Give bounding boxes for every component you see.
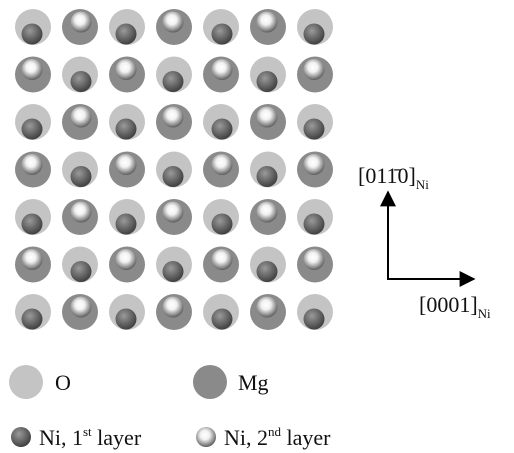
ni-atom: [71, 202, 92, 223]
axis-subscript: Ni: [416, 177, 429, 192]
ni-atom: [163, 166, 184, 187]
ni-atom: [304, 119, 325, 140]
ni-atom: [116, 24, 137, 45]
ni-atom: [304, 249, 325, 270]
legend-text: layer: [281, 425, 331, 450]
legend-sup: nd: [268, 424, 282, 439]
ni-atom: [304, 24, 325, 45]
legend-swatch: [9, 365, 43, 399]
ni-atom: [257, 107, 278, 128]
axis-label-text: [011̄0]: [358, 163, 416, 188]
ni-atom: [163, 297, 184, 318]
legend-swatch: [196, 427, 216, 447]
ni-atom: [22, 309, 43, 330]
ni-atom: [71, 166, 92, 187]
ni-atom: [212, 249, 233, 270]
ni-atom: [257, 71, 278, 92]
lattice: [15, 9, 333, 330]
ni-atom: [71, 71, 92, 92]
axis-subscript: Ni: [478, 306, 491, 321]
ni-atom: [22, 214, 43, 235]
axis-label: [011̄0]Ni: [358, 163, 429, 192]
ni-atom: [212, 214, 233, 235]
legend-label: Ni, 1st layer: [39, 424, 142, 450]
ni-atom: [212, 309, 233, 330]
ni-atom: [22, 24, 43, 45]
ni-atom: [22, 59, 43, 80]
ni-atom: [257, 166, 278, 187]
ni-atom: [163, 261, 184, 282]
ni-atom: [163, 12, 184, 33]
ni-atom: [304, 154, 325, 175]
ni-atom: [22, 154, 43, 175]
legend-label: O: [55, 370, 71, 395]
ni-atom: [116, 119, 137, 140]
ni-atom: [212, 59, 233, 80]
ni-atom: [71, 261, 92, 282]
legend-text: layer: [92, 425, 142, 450]
legend-text: Ni, 2: [224, 425, 268, 450]
ni-atom: [304, 309, 325, 330]
ni-atom: [116, 309, 137, 330]
ni-atom: [71, 107, 92, 128]
ni-atom: [163, 71, 184, 92]
legend-swatch: [11, 427, 31, 447]
ni-atom: [257, 297, 278, 318]
ni-atom: [22, 249, 43, 270]
ni-atom: [257, 12, 278, 33]
ni-atom: [212, 119, 233, 140]
ni-atom: [257, 202, 278, 223]
ni-atom: [22, 119, 43, 140]
legend-text: Ni, 1: [39, 425, 83, 450]
ni-atom: [116, 154, 137, 175]
ni-atom: [212, 154, 233, 175]
ni-atom: [163, 107, 184, 128]
axis-label-text: [0001]: [419, 292, 478, 317]
ni-atom: [116, 214, 137, 235]
legend-swatch: [193, 365, 227, 399]
figure: [011̄0]Ni [0001]Ni O Mg Ni, 1st layer Ni…: [0, 0, 514, 453]
ni-atom: [304, 214, 325, 235]
ni-atom: [71, 12, 92, 33]
legend-label: Mg: [238, 370, 269, 395]
axis-label: [0001]Ni: [419, 292, 491, 321]
ni-atom: [163, 202, 184, 223]
ni-atom: [116, 59, 137, 80]
ni-atom: [116, 249, 137, 270]
ni-atom: [212, 24, 233, 45]
legend-label: Ni, 2nd layer: [224, 424, 331, 450]
ni-atom: [71, 297, 92, 318]
ni-atom: [304, 59, 325, 80]
ni-atom: [257, 261, 278, 282]
